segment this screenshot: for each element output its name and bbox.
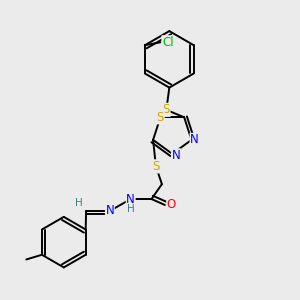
Text: N: N <box>126 193 135 206</box>
Text: H: H <box>127 204 135 214</box>
Text: N: N <box>106 204 114 218</box>
Text: Cl: Cl <box>162 36 174 49</box>
Text: S: S <box>163 103 170 116</box>
Text: N: N <box>172 149 180 162</box>
Text: H: H <box>75 199 83 208</box>
Text: O: O <box>167 199 176 212</box>
Text: S: S <box>157 111 164 124</box>
Text: S: S <box>152 160 160 173</box>
Text: N: N <box>190 134 199 146</box>
